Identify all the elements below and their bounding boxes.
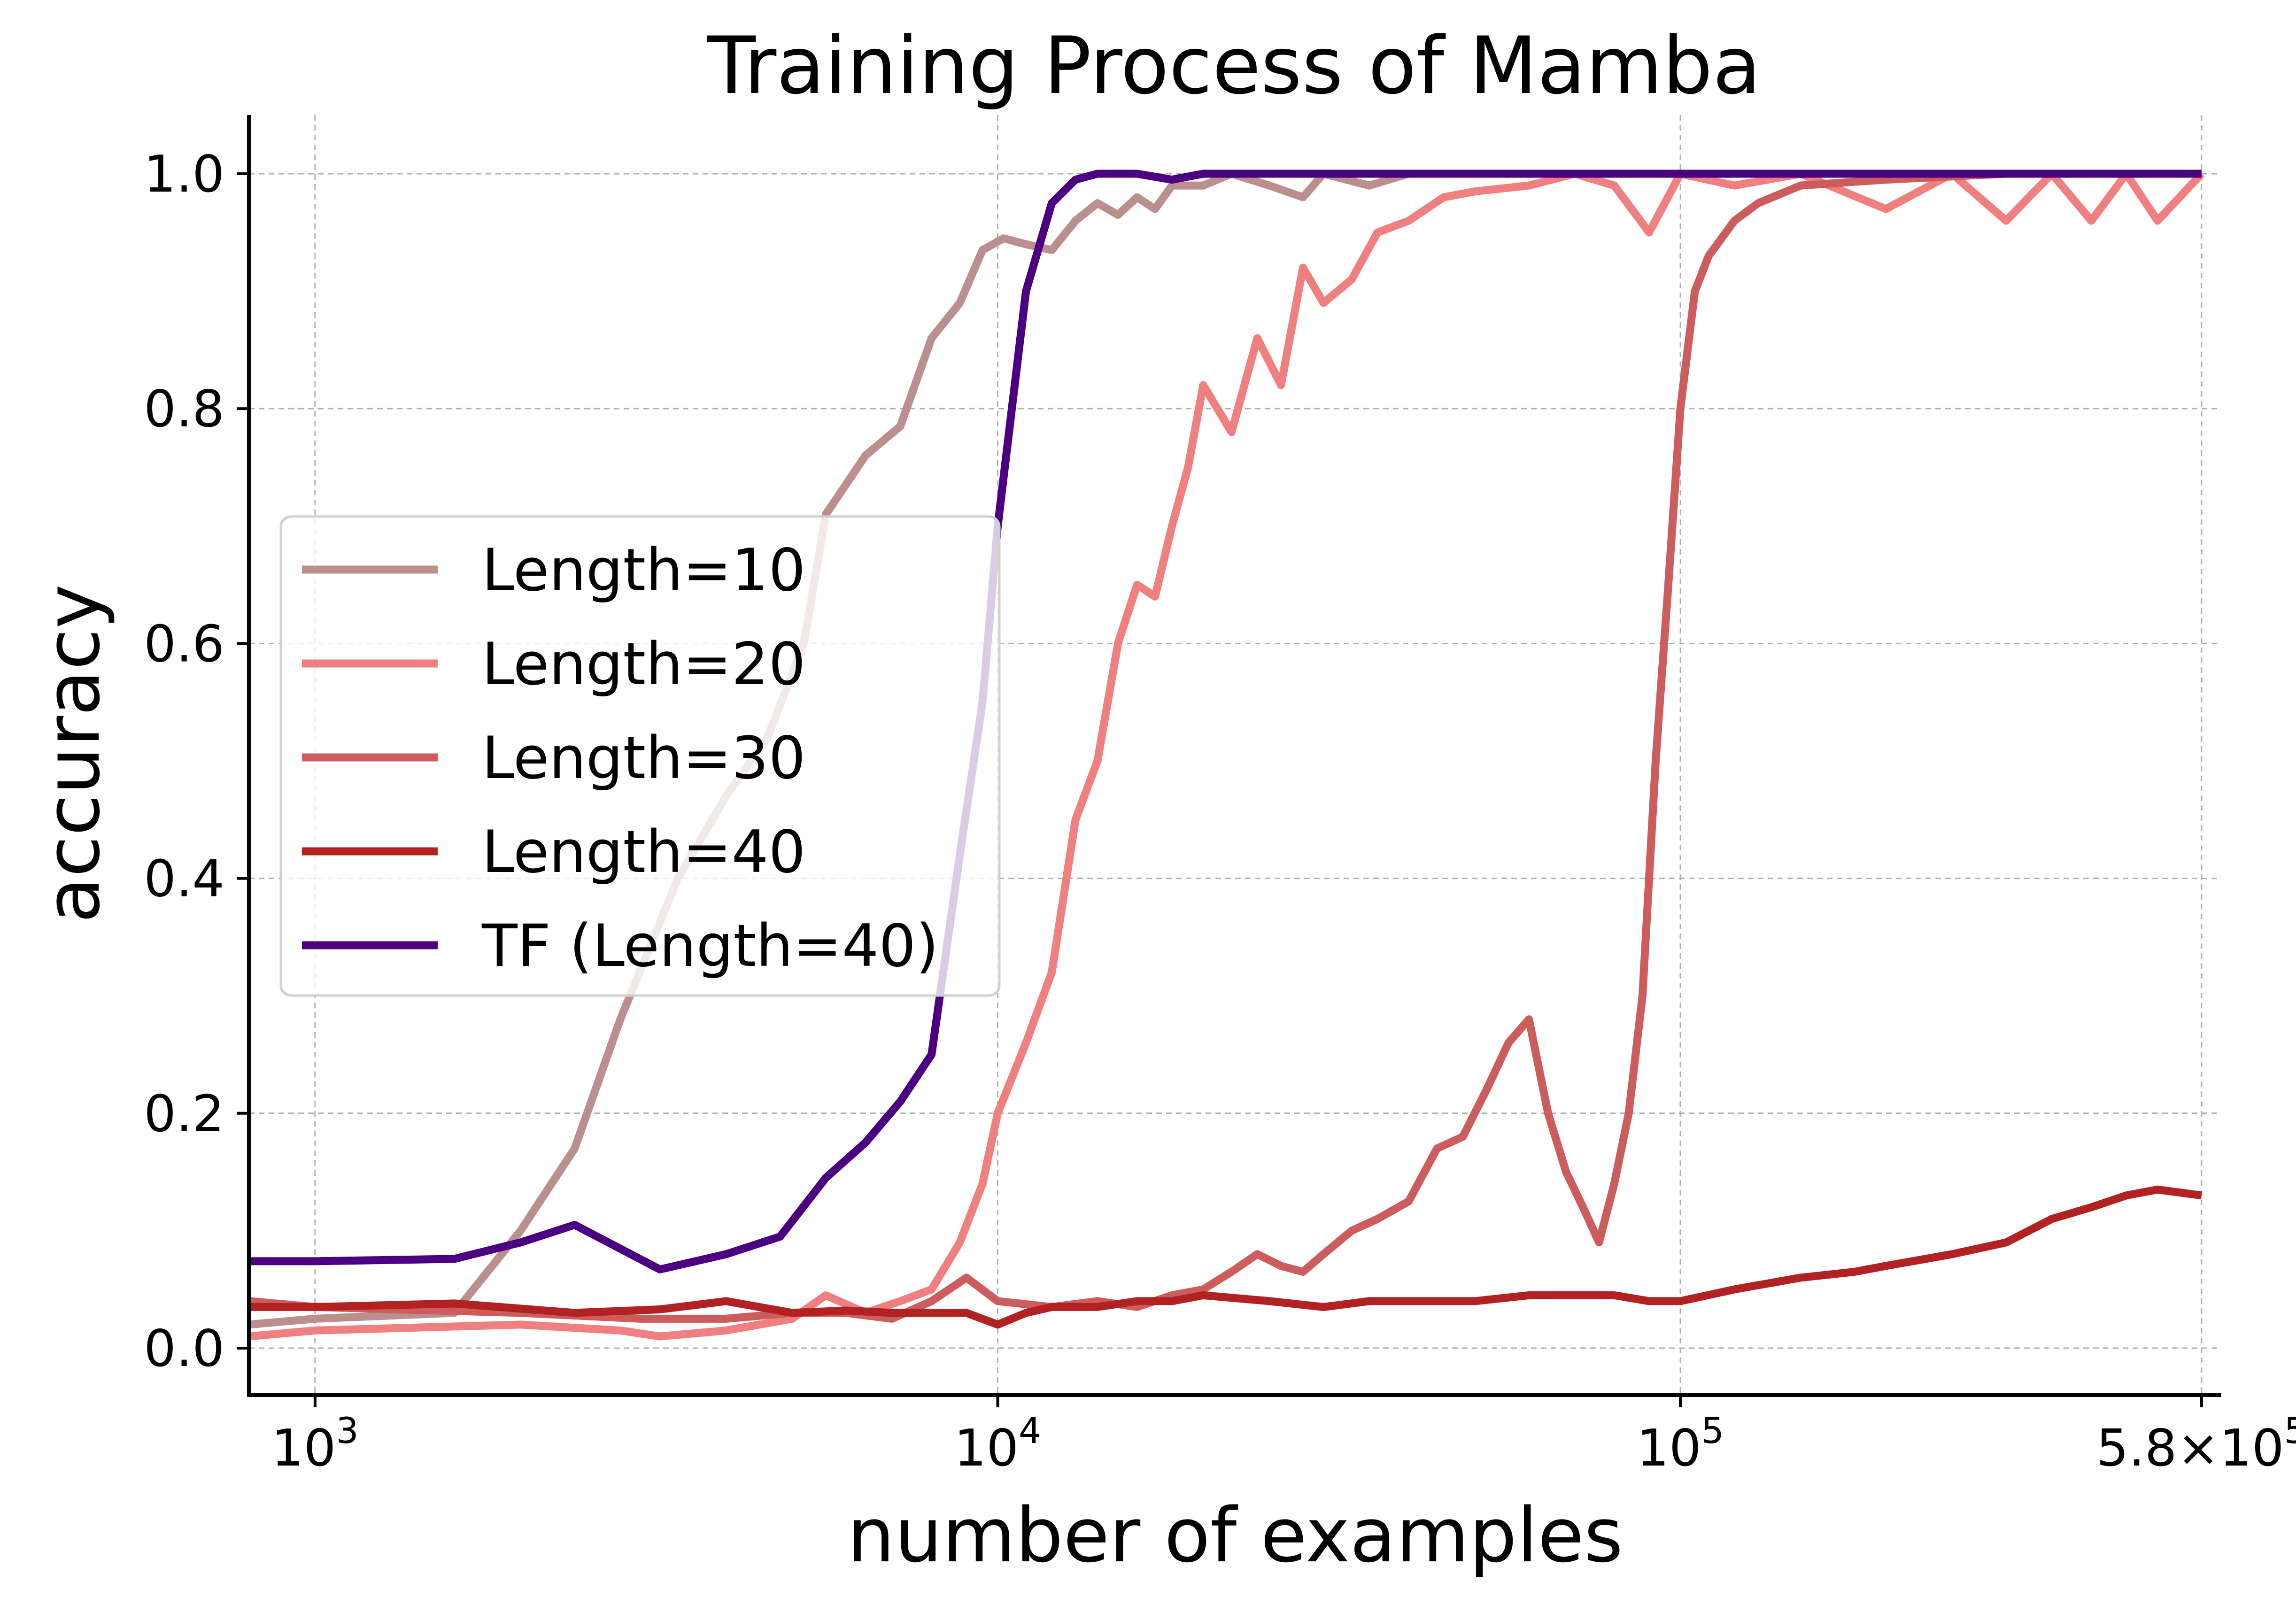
legend-label: Length=10 bbox=[482, 537, 805, 604]
y-axis-title: accuracy bbox=[29, 584, 116, 923]
y-tick-label: 0.8 bbox=[144, 380, 224, 439]
x-tick-label: 104 bbox=[954, 1410, 1042, 1478]
chart-title: Training Process of Mamba bbox=[707, 20, 1761, 112]
x-tick-base: 10 bbox=[954, 1419, 1019, 1478]
x-axis-title: number of examples bbox=[847, 1491, 1623, 1579]
series-line-3 bbox=[248, 170, 2202, 1323]
axes bbox=[247, 115, 2221, 1397]
y-tick-label: 1.0 bbox=[144, 145, 224, 204]
legend-box bbox=[279, 515, 1001, 997]
x-tick-label: 5.8×105 bbox=[2096, 1410, 2296, 1478]
legend-label: Length=30 bbox=[482, 725, 805, 792]
x-tick-base: 10 bbox=[271, 1419, 336, 1478]
x-tick-exponent: 3 bbox=[336, 1410, 358, 1451]
y-tick-label: 0.2 bbox=[144, 1085, 224, 1143]
y-tick-label: 0.6 bbox=[144, 615, 224, 673]
series-line-4 bbox=[249, 1185, 2203, 1329]
y-tick-label: 0.4 bbox=[144, 850, 224, 909]
x-tick-label: 103 bbox=[271, 1410, 359, 1478]
x-tick-exponent: 4 bbox=[1019, 1410, 1041, 1451]
legend-label: Length=20 bbox=[482, 631, 805, 698]
legend-label: Length=40 bbox=[482, 818, 805, 886]
x-tick-label: 105 bbox=[1637, 1410, 1724, 1478]
x-tick-exponent: 5 bbox=[1701, 1410, 1724, 1451]
y-tick-label: 0.0 bbox=[144, 1319, 224, 1378]
x-tick-exponent: 5 bbox=[2284, 1410, 2296, 1451]
legend: Length=10 Length=20 Length=30 Length=40 TF (… bbox=[279, 515, 1001, 997]
x-tick-base: 10 bbox=[1637, 1419, 1701, 1478]
x-tick-base: 5.8×10 bbox=[2096, 1419, 2284, 1478]
legend-label: TF (Length=40) bbox=[481, 912, 939, 980]
